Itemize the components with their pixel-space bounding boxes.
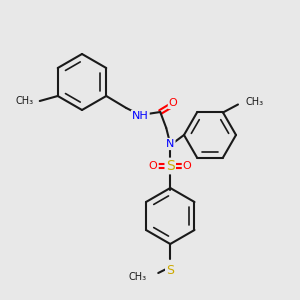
Text: S: S: [166, 159, 175, 173]
Text: O: O: [169, 98, 178, 108]
Text: N: N: [166, 139, 174, 149]
Text: O: O: [183, 161, 192, 171]
Text: CH₃: CH₃: [128, 272, 146, 282]
Text: NH: NH: [132, 111, 148, 121]
Text: O: O: [149, 161, 158, 171]
Text: S: S: [166, 264, 174, 277]
Text: CH₃: CH₃: [16, 96, 34, 106]
Text: CH₃: CH₃: [246, 98, 264, 107]
